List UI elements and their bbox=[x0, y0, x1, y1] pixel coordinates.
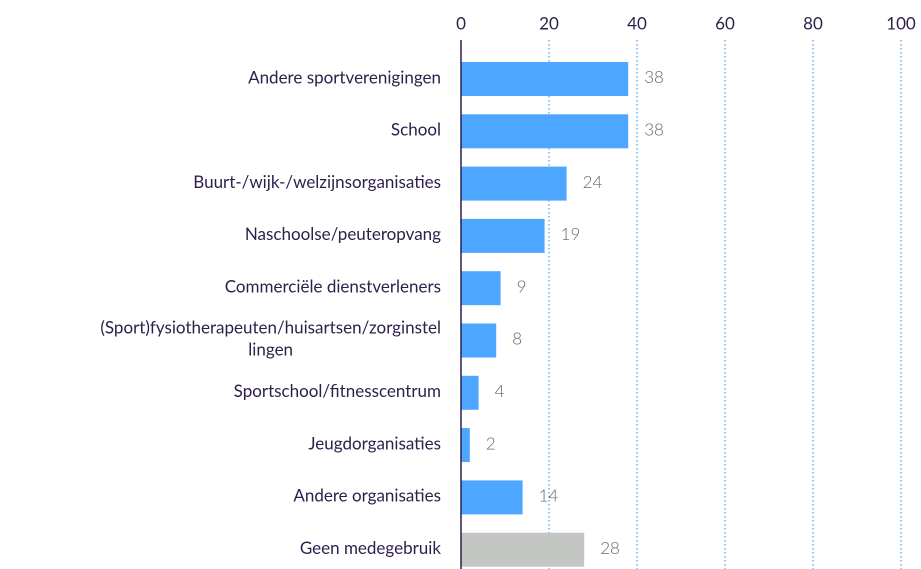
category-label: Andere sportverenigingen bbox=[248, 66, 441, 87]
x-tick-label: 40 bbox=[627, 12, 647, 33]
category-label: Geen medegebruik bbox=[300, 537, 442, 558]
x-tick-label: 0 bbox=[456, 12, 466, 33]
bar bbox=[461, 375, 479, 410]
x-tick-label: 20 bbox=[539, 12, 559, 33]
value-label: 19 bbox=[561, 223, 581, 244]
value-label: 38 bbox=[644, 66, 664, 87]
bar bbox=[461, 428, 470, 463]
bar bbox=[461, 114, 629, 149]
category-label: (Sport)fysiotherapeuten/huisartsen/zorgi… bbox=[100, 317, 441, 360]
category-label: Naschoolse/peuteropvang bbox=[245, 223, 441, 244]
category-label: Andere organisaties bbox=[293, 485, 441, 506]
bar bbox=[461, 323, 497, 358]
value-label: 38 bbox=[644, 119, 664, 140]
bar bbox=[461, 532, 585, 567]
value-label: 14 bbox=[539, 485, 559, 506]
x-tick-label: 100 bbox=[886, 12, 916, 33]
value-label: 2 bbox=[486, 432, 496, 453]
value-label: 9 bbox=[517, 275, 527, 296]
bar bbox=[461, 271, 501, 306]
category-label: Commerciële dienstverleners bbox=[225, 276, 441, 297]
x-tick-label: 80 bbox=[803, 12, 823, 33]
bar bbox=[461, 166, 567, 201]
category-label: Sportschool/fitnesscentrum bbox=[234, 380, 441, 401]
value-label: 4 bbox=[495, 380, 505, 401]
category-label: Buurt-/wijk-/welzijnsorganisaties bbox=[193, 171, 441, 192]
bar bbox=[461, 218, 545, 253]
bar bbox=[461, 62, 629, 96]
bar bbox=[461, 480, 523, 515]
value-label: 24 bbox=[583, 171, 603, 192]
value-label: 28 bbox=[600, 537, 620, 558]
x-tick-label: 60 bbox=[715, 12, 735, 33]
category-label: School bbox=[391, 119, 441, 140]
category-label: Jeugdorganisaties bbox=[308, 432, 441, 453]
value-label: 8 bbox=[512, 328, 522, 349]
